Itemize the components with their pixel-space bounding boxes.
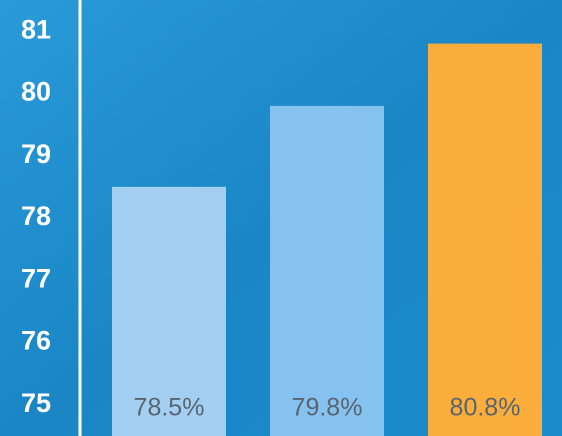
y-tick-label: 76 (21, 326, 51, 356)
y-tick-label: 81 (21, 14, 51, 44)
y-tick-label: 78 (21, 201, 51, 231)
y-tick-label: 77 (21, 263, 51, 293)
y-tick-label: 80 (21, 77, 51, 107)
value-label: 78.5% (134, 394, 205, 422)
bar (270, 106, 384, 436)
y-tick-label: 75 (21, 388, 51, 418)
chart: 75 76 77 78 79 80 81 78.5% 79.8% 80.8% (0, 0, 562, 436)
bar (428, 44, 542, 436)
value-label: 80.8% (450, 394, 521, 422)
value-label: 79.8% (292, 394, 363, 422)
y-tick-label: 79 (21, 139, 51, 169)
